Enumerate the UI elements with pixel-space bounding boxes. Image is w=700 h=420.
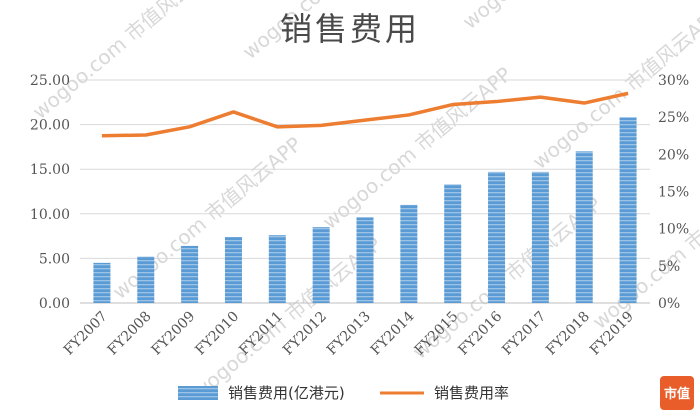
rate-line [101,91,629,138]
left-tick-label: 15.00 [30,162,70,178]
x-tick-label: FY2013 [324,309,374,359]
right-tick-label: 0% [658,296,680,312]
right-tick-label: 20% [658,147,689,163]
left-tick-label: 10.00 [30,207,70,223]
bar [356,217,374,303]
x-tick-label: FY2018 [543,309,593,359]
right-tick-label: 25% [658,110,689,126]
x-axis-ticks: FY2007FY2008FY2009FY2010FY2011FY2012FY20… [61,308,637,358]
bar [488,171,506,303]
right-axis-ticks: 0% 5% 10% 15% 20% 25% 30% [658,73,689,312]
bar [444,184,462,303]
left-tick-label: 25.00 [30,73,70,89]
legend: 销售费用(亿港元) 销售费用率 [178,384,509,402]
watermark-text: wogoo.com 市值风云APP [28,0,226,124]
bar-series [93,117,637,304]
bar [619,117,637,304]
x-tick-label: FY2009 [149,309,199,359]
right-tick-label: 5% [658,259,680,275]
bar [575,151,593,303]
x-tick-label: FY2017 [499,309,549,359]
x-tick-label: FY2008 [105,309,155,359]
legend-item-bar: 销售费用(亿港元) [178,384,345,402]
bar [224,236,242,303]
x-tick-label: FY2007 [61,309,111,359]
right-tick-label: 30% [658,73,689,89]
left-tick-label: 20.00 [30,118,70,134]
logo-text: 市值 [664,386,690,402]
legend-item-line: 销售费用率 [380,384,509,402]
chart-title: 销售费用 [280,10,420,48]
line-series [101,91,629,138]
bar [268,235,286,303]
watermark-text: wogoo.com 市值风云APP [458,0,656,34]
bar [137,256,155,303]
bar [93,262,111,303]
legend-bar-label: 销售费用(亿港元) [228,384,345,402]
bar [531,171,549,303]
logo-icon [660,376,694,410]
left-axis-ticks: 0.00 5.00 10.00 15.00 20.00 25.00 [30,73,70,312]
legend-line-label: 销售费用率 [434,384,509,402]
bar [181,245,199,303]
right-tick-label: 10% [658,222,689,238]
bar [400,204,418,303]
left-tick-label: 5.00 [39,251,70,267]
left-tick-label: 0.00 [39,296,70,312]
bar [312,227,330,303]
legend-bar-swatch [178,386,218,400]
right-tick-label: 15% [658,185,689,201]
logo: 市值 [660,376,694,410]
x-tick-label: FY2014 [368,308,418,358]
